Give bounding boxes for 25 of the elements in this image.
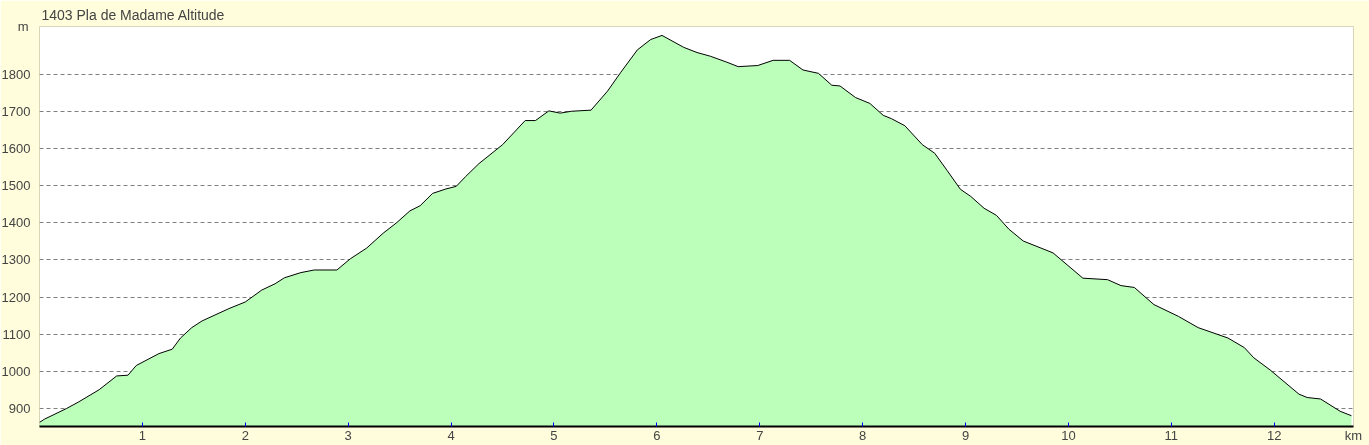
x-tick-label: 6: [653, 427, 661, 443]
y-tick-label: 900: [8, 401, 31, 417]
x-tick-label: 4: [447, 427, 455, 443]
x-tick-label: 9: [961, 427, 970, 443]
y-tick-label: 1300: [1, 252, 31, 268]
x-tick-label: 12: [1267, 427, 1282, 443]
y-tick-label: 1500: [1, 178, 31, 194]
y-tick-label: 1000: [1, 363, 31, 379]
y-tick-label: 1200: [1, 289, 31, 305]
y-tick-label: 1700: [1, 103, 31, 119]
x-tick-label: 11: [1164, 427, 1179, 443]
y-tick-label: 1100: [2, 326, 31, 342]
y-axis-title: m: [17, 19, 29, 34]
y-tick-label: 1400: [1, 215, 31, 231]
chart-title: 1403 Pla de Madame Altitude: [41, 6, 225, 23]
y-tick-label: 1600: [1, 140, 31, 156]
x-axis-title: km: [1344, 427, 1363, 443]
x-tick-label: 8: [859, 427, 867, 443]
x-tick-label: 2: [241, 427, 249, 443]
x-tick-label: 7: [756, 427, 764, 443]
x-tick-label: 3: [344, 427, 352, 443]
y-tick-label: 1800: [1, 66, 31, 82]
x-tick-label: 5: [550, 427, 558, 443]
x-tick-label: 10: [1061, 427, 1076, 443]
x-tick-label: 1: [138, 427, 147, 443]
